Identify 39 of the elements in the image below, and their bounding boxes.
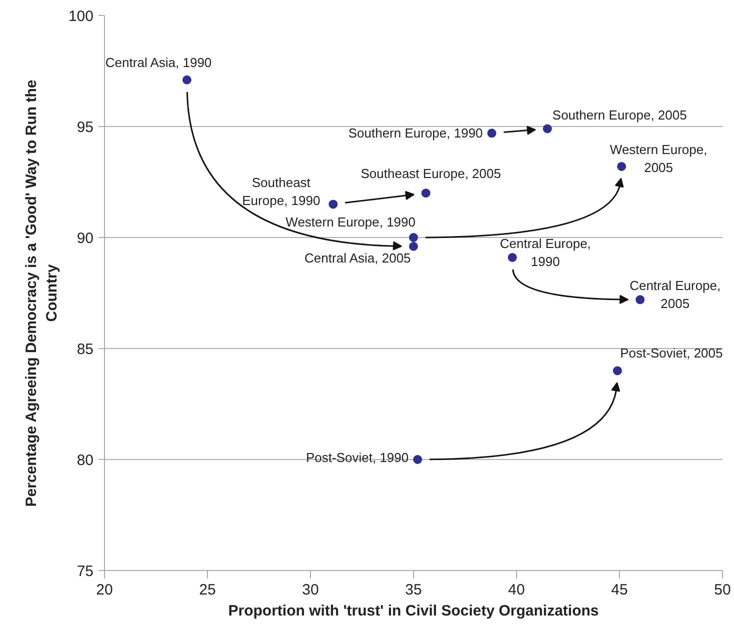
point [409, 242, 418, 251]
annotation: Central Asia, 1990 [105, 54, 212, 70]
annotation: Central Asia, 2005 [304, 250, 411, 266]
annotation: Western Europe, 2005 [610, 142, 708, 175]
point [542, 124, 552, 134]
point [409, 233, 418, 242]
x-tick-label: 45 [611, 582, 628, 598]
x-tick-label: 50 [714, 582, 731, 598]
x-tick-label: 25 [199, 582, 216, 598]
y-tick-label: 90 [76, 230, 94, 247]
y-tick-label: 85 [76, 341, 94, 358]
annotation: Central Europe, 2005 [630, 278, 721, 312]
y-tick-label: 95 [76, 119, 94, 136]
x-tick-label: 40 [508, 582, 525, 598]
point [487, 128, 496, 138]
point [182, 75, 192, 84]
annotation: Post-Soviet, 2005 [620, 346, 723, 361]
annotation: Western Europe, 1990 [286, 214, 416, 230]
y-tick-label: 100 [68, 8, 94, 25]
point [617, 162, 626, 171]
annotation: Southeast Europe, 2005 [360, 166, 501, 182]
point [612, 366, 622, 376]
annotation: Southern Europe, 2005 [552, 108, 687, 123]
x-axis-title: Proportion with 'trust' in Civil Society Organizations [228, 602, 599, 620]
x-tick-label: 30 [302, 582, 319, 598]
x-tick-label: 20 [96, 582, 113, 598]
annotation: Southeast Europe, 1990 [242, 175, 320, 208]
annotation: Southern Europe, 1990 [348, 126, 483, 141]
point [328, 200, 338, 209]
point [508, 252, 517, 262]
annotation: Post-Soviet, 1990 [306, 450, 409, 465]
point [421, 188, 430, 198]
y-tick-label: 80 [76, 452, 94, 469]
annotation: Central Europe, 1990 [500, 236, 591, 269]
y-tick-label: 75 [76, 563, 94, 580]
y-axis-title: Percentage Agreeing Democracy is a 'Good' Way to Run the Country [23, 80, 60, 507]
point [413, 455, 422, 464]
x-tick-label: 35 [405, 582, 422, 598]
point [636, 295, 645, 304]
